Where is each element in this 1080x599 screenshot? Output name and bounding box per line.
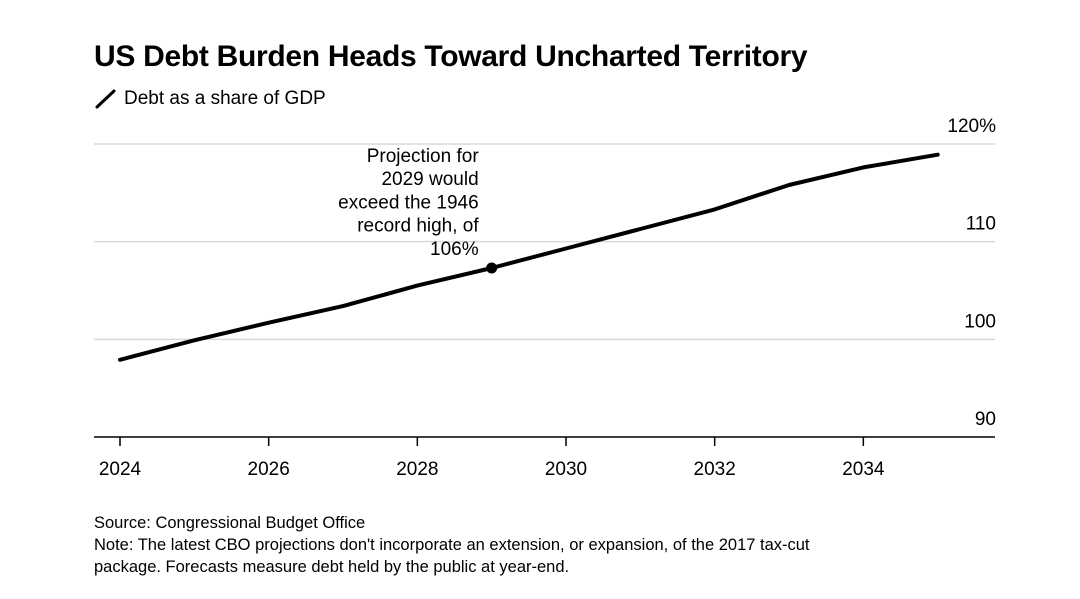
y-tick-label-110: 110 <box>966 214 996 235</box>
annotation-line-3: record high, of <box>357 216 479 237</box>
y-tick-label-100: 100 <box>964 311 996 332</box>
annotation-line-0: Projection for <box>367 146 480 167</box>
annotation-layer: Projection for 2029 would exceed the 1946 r… <box>338 146 498 274</box>
y-axis-ticks: 120% 110 100 90 <box>947 116 996 430</box>
annotation-line-4: 106% <box>430 239 479 260</box>
x-tick-label-2026: 2026 <box>248 459 290 480</box>
annotation-marker-0 <box>486 262 498 274</box>
x-tick-label-2028: 2028 <box>396 459 438 480</box>
y-tick-label-90: 90 <box>975 409 996 430</box>
annotation-text-0: Projection for 2029 would exceed the 1946 r… <box>338 146 479 260</box>
source-note: Source: Congressional Budget Office <box>94 514 366 532</box>
footer: Source: Congressional Budget Office Note… <box>94 512 994 578</box>
x-tick-label-2032: 2032 <box>694 459 736 480</box>
x-axis: 2024 2026 2028 2030 2032 2034 <box>94 436 995 480</box>
y-tick-label-120: 120% <box>947 116 996 137</box>
x-tick-label-2030: 2030 <box>545 459 587 480</box>
x-tick-label-2034: 2034 <box>842 459 885 480</box>
grid-lines <box>94 143 995 341</box>
series-line-0 <box>118 152 940 362</box>
note-line-1: Note: The latest CBO projections don't i… <box>94 536 810 554</box>
note-line-2: package. Forecasts measure debt held by … <box>94 558 570 576</box>
chart-title: US Debt Burden Heads Toward Uncharted Te… <box>94 40 808 73</box>
annotation-line-1: 2029 would <box>381 169 478 190</box>
diagonal-line-icon <box>95 89 116 109</box>
annotation-line-2: exceed the 1946 <box>338 192 479 213</box>
legend: Debt as a share of GDP <box>94 86 326 112</box>
x-tick-label-2024: 2024 <box>99 459 142 480</box>
series-layer <box>118 152 940 362</box>
legend-label: Debt as a share of GDP <box>124 88 326 109</box>
